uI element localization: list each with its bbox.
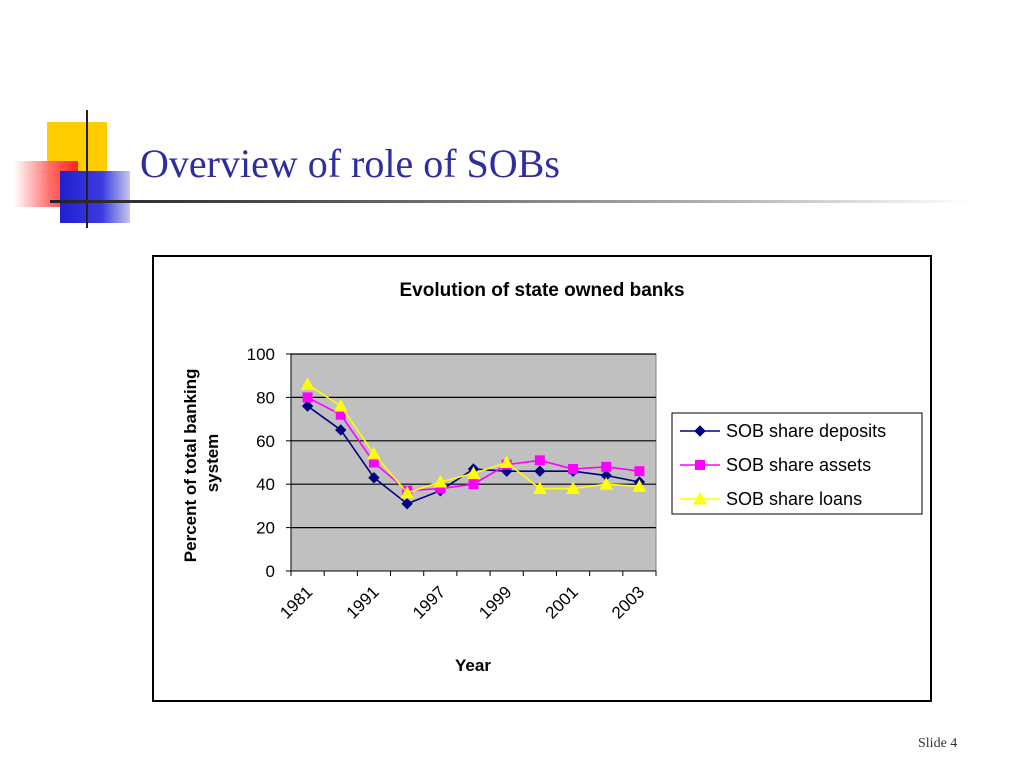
decor-vertical-line xyxy=(86,110,88,228)
legend-marker xyxy=(694,425,706,437)
data-point-deposits xyxy=(534,465,546,477)
series-loans xyxy=(300,377,647,499)
y-tick-label: 20 xyxy=(256,519,275,538)
x-tick-label: 1991 xyxy=(343,582,383,622)
x-axis-label: Year xyxy=(455,656,491,675)
chart-frame: 0 20 40 60 80 100 1981 1991 1997 1999 2001 2003 Ev… xyxy=(152,255,932,702)
legend-label: SOB share loans xyxy=(726,489,862,509)
data-point-loans xyxy=(533,481,547,495)
data-point-deposits xyxy=(401,498,413,510)
data-point-assets xyxy=(534,455,545,466)
legend-item-deposits: SOB share deposits xyxy=(680,421,886,441)
data-point-deposits xyxy=(335,424,347,436)
data-point-loans xyxy=(333,399,348,412)
y-tick-label: 80 xyxy=(256,388,275,407)
data-point-assets xyxy=(601,461,612,472)
y-axis-label: Percent of total banking system xyxy=(181,364,222,562)
x-tick-label: 2003 xyxy=(608,582,648,622)
x-tick-label: 2001 xyxy=(542,582,582,622)
data-point-loans xyxy=(400,485,414,499)
x-tick-label: 1997 xyxy=(409,582,449,622)
x-tick-label: 1981 xyxy=(276,582,316,622)
legend: SOB share deposits SOB share assets SOB sh… xyxy=(671,412,923,515)
decor-blue-square xyxy=(60,171,130,223)
plot-area xyxy=(290,353,657,572)
legend-item-loans: SOB share loans xyxy=(680,489,862,509)
data-point-loans xyxy=(433,474,448,488)
data-point-loans xyxy=(632,479,647,492)
data-point-assets xyxy=(634,466,645,477)
data-point-assets xyxy=(468,479,479,490)
y-tick-label: 60 xyxy=(256,432,275,451)
data-point-assets xyxy=(302,392,313,403)
legend-label: SOB share deposits xyxy=(726,421,886,441)
y-axis-label-line-1: Percent of total banking xyxy=(181,369,200,563)
title-underline xyxy=(50,200,970,203)
legend-item-assets: SOB share assets xyxy=(680,455,871,475)
data-point-loans xyxy=(566,481,580,495)
slide-number: Slide 4 xyxy=(918,736,958,751)
slide-title: Overview of role of SOBs xyxy=(140,141,560,186)
legend-label: SOB share assets xyxy=(726,455,871,475)
data-point-loans xyxy=(367,446,381,460)
data-point-deposits xyxy=(301,400,314,412)
data-point-assets xyxy=(568,464,579,475)
data-point-loans xyxy=(599,477,614,490)
legend-box xyxy=(671,412,923,515)
data-point-loans xyxy=(300,377,315,390)
y-axis-label-line-2: system xyxy=(203,434,222,493)
chart-title: Evolution of state owned banks xyxy=(399,280,684,301)
y-tick-label: 0 xyxy=(266,562,275,581)
line-chart: 0 20 40 60 80 100 1981 1991 1997 1999 2001 2003 Ev… xyxy=(181,280,923,675)
legend-marker xyxy=(693,491,707,505)
x-tick-label: 1999 xyxy=(475,582,515,622)
data-point-assets xyxy=(368,457,379,468)
data-point-loans xyxy=(466,466,481,479)
legend-marker xyxy=(695,460,705,470)
y-tick-label: 100 xyxy=(247,345,275,364)
data-point-loans xyxy=(499,455,514,468)
data-point-deposits xyxy=(368,471,380,484)
y-tick-label: 40 xyxy=(256,475,275,494)
